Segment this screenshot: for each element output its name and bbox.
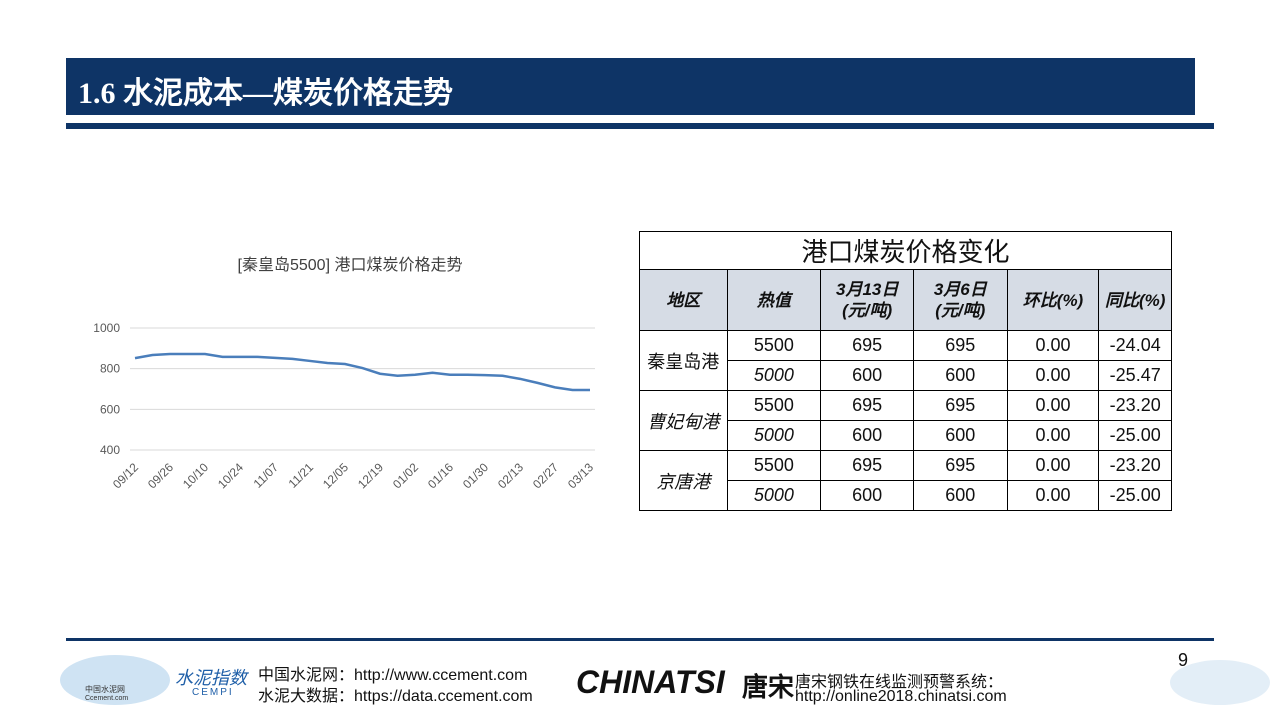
footer-text: http://online2018.chinatsi.com bbox=[795, 688, 1007, 705]
cell: 秦皇岛港 bbox=[639, 330, 728, 391]
cell: 5000 bbox=[726, 420, 822, 451]
logo-text: CEMPI bbox=[192, 687, 234, 698]
x-tick-label: 10/24 bbox=[215, 460, 246, 491]
cell: 600 bbox=[820, 480, 914, 511]
x-tick-label: 01/02 bbox=[390, 460, 421, 491]
cell: 0.00 bbox=[1006, 420, 1100, 451]
cell: 5000 bbox=[726, 480, 822, 511]
x-tick-label: 02/13 bbox=[495, 460, 526, 491]
brand-cn: 唐宋 bbox=[742, 673, 795, 702]
cell: 0.00 bbox=[1006, 360, 1100, 391]
cell: 695 bbox=[820, 450, 914, 481]
cell: 5000 bbox=[726, 360, 822, 391]
cell: 曹妃甸港 bbox=[639, 390, 728, 451]
x-tick-label: 09/26 bbox=[145, 460, 176, 491]
rule bbox=[66, 638, 1214, 641]
cell: 同比(%) bbox=[1098, 269, 1172, 331]
title-bar bbox=[66, 58, 1195, 115]
logo-text: 水泥指数 bbox=[175, 668, 247, 688]
x-tick-label: 09/12 bbox=[110, 460, 141, 491]
x-tick-label: 12/05 bbox=[320, 460, 351, 491]
cell: 地区 bbox=[639, 269, 728, 331]
y-tick-label: 400 bbox=[100, 443, 120, 457]
cell: 京唐港 bbox=[639, 450, 728, 511]
cell: 港口煤炭价格变化 bbox=[639, 231, 1172, 270]
cell: 600 bbox=[913, 480, 1008, 511]
cell: 600 bbox=[820, 360, 914, 391]
cell: -25.00 bbox=[1098, 480, 1172, 511]
footer-text: 唐宋钢铁在线监测预警系统： bbox=[795, 674, 1004, 691]
y-tick-label: 600 bbox=[100, 402, 120, 416]
x-tick-label: 03/13 bbox=[565, 460, 596, 491]
x-tick-label: 01/16 bbox=[425, 460, 456, 491]
cell: 0.00 bbox=[1006, 390, 1100, 421]
x-tick-label: 01/30 bbox=[460, 460, 491, 491]
x-tick-label: 02/27 bbox=[530, 460, 561, 491]
cell: 600 bbox=[913, 360, 1008, 391]
cell: 0.00 bbox=[1006, 330, 1100, 361]
cell: 热值 bbox=[726, 269, 822, 331]
cell: -25.47 bbox=[1098, 360, 1172, 391]
rule bbox=[66, 123, 1214, 129]
footer-text: 水泥大数据：https://data.ccement.com bbox=[258, 688, 533, 705]
cell: 695 bbox=[820, 390, 914, 421]
page-number: 9 bbox=[1178, 650, 1189, 670]
cell: 695 bbox=[820, 330, 914, 361]
logo bbox=[1170, 660, 1270, 705]
cell: -23.20 bbox=[1098, 450, 1172, 481]
cell: 695 bbox=[913, 450, 1008, 481]
x-tick-label: 11/07 bbox=[251, 460, 282, 491]
chart: [秦皇岛5500] 港口煤炭价格走势 400 600 800 1000 09/12 09/… bbox=[93, 256, 596, 491]
cell: 3月6日 (元/吨) bbox=[913, 269, 1008, 331]
cell: 5500 bbox=[726, 330, 822, 361]
cell: 0.00 bbox=[1006, 450, 1100, 481]
line bbox=[134, 352, 590, 392]
cell: 0.00 bbox=[1006, 480, 1100, 511]
cell: -24.04 bbox=[1098, 330, 1172, 361]
footer-text: 中国水泥网：http://www.ccement.com bbox=[258, 667, 528, 684]
y-tick-label: 1000 bbox=[93, 321, 120, 335]
price-table: 港口煤炭价格变化 地区 热值 3月13日 (元/吨) 3月6日 (元/吨) 环比(%) 同比… bbox=[639, 231, 1172, 511]
slide-title: 1.6 水泥成本—煤炭价格走势 bbox=[78, 77, 453, 110]
x-tick-label: 10/10 bbox=[180, 460, 211, 491]
chart-title: [秦皇岛5500] 港口煤炭价格走势 bbox=[238, 256, 463, 274]
logo-text: 中国水泥网 bbox=[85, 685, 125, 694]
y-tick-label: 800 bbox=[100, 362, 120, 376]
cell: 5500 bbox=[726, 450, 822, 481]
brand: CHINATSI bbox=[576, 664, 725, 700]
cell: -23.20 bbox=[1098, 390, 1172, 421]
cell: -25.00 bbox=[1098, 420, 1172, 451]
x-tick-label: 11/21 bbox=[286, 460, 317, 491]
cell: 环比(%) bbox=[1006, 269, 1100, 331]
cell: 5500 bbox=[726, 390, 822, 421]
cell: 695 bbox=[913, 330, 1008, 361]
cell: 695 bbox=[913, 390, 1008, 421]
logo bbox=[60, 655, 170, 705]
logo-text: Ccement.com bbox=[85, 695, 129, 702]
cell: 3月13日 (元/吨) bbox=[820, 269, 914, 331]
cell: 600 bbox=[820, 420, 914, 451]
x-tick-label: 12/19 bbox=[355, 460, 386, 491]
cell: 600 bbox=[913, 420, 1008, 451]
